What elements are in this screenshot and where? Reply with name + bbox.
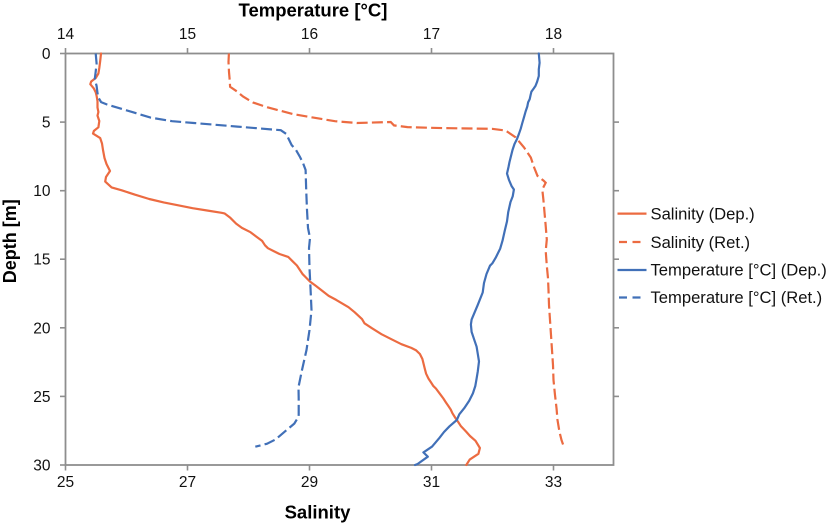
svg-text:Salinity (Dep.): Salinity (Dep.) <box>651 205 755 224</box>
svg-text:15: 15 <box>179 26 196 43</box>
svg-text:17: 17 <box>423 26 440 43</box>
svg-text:Depth [m]: Depth [m] <box>0 199 20 283</box>
svg-text:25: 25 <box>33 389 50 406</box>
svg-text:Salinity (Ret.): Salinity (Ret.) <box>651 233 751 252</box>
svg-text:25: 25 <box>57 474 74 491</box>
svg-text:5: 5 <box>42 115 51 132</box>
svg-text:Temperature [°C] (Ret.): Temperature [°C] (Ret.) <box>651 288 823 307</box>
svg-text:18: 18 <box>545 26 562 43</box>
svg-text:30: 30 <box>33 458 51 475</box>
svg-text:Temperature [°C] (Dep.): Temperature [°C] (Dep.) <box>651 261 827 280</box>
svg-text:31: 31 <box>423 474 440 491</box>
svg-text:20: 20 <box>33 320 51 337</box>
svg-text:14: 14 <box>57 26 75 43</box>
svg-text:29: 29 <box>301 474 318 491</box>
svg-text:10: 10 <box>33 183 51 200</box>
svg-text:0: 0 <box>42 46 51 63</box>
svg-text:Salinity: Salinity <box>285 502 352 523</box>
svg-text:Temperature [°C]: Temperature [°C] <box>239 0 388 21</box>
svg-text:15: 15 <box>33 252 50 269</box>
svg-text:27: 27 <box>179 474 196 491</box>
svg-text:33: 33 <box>545 474 562 491</box>
svg-text:16: 16 <box>301 26 318 43</box>
